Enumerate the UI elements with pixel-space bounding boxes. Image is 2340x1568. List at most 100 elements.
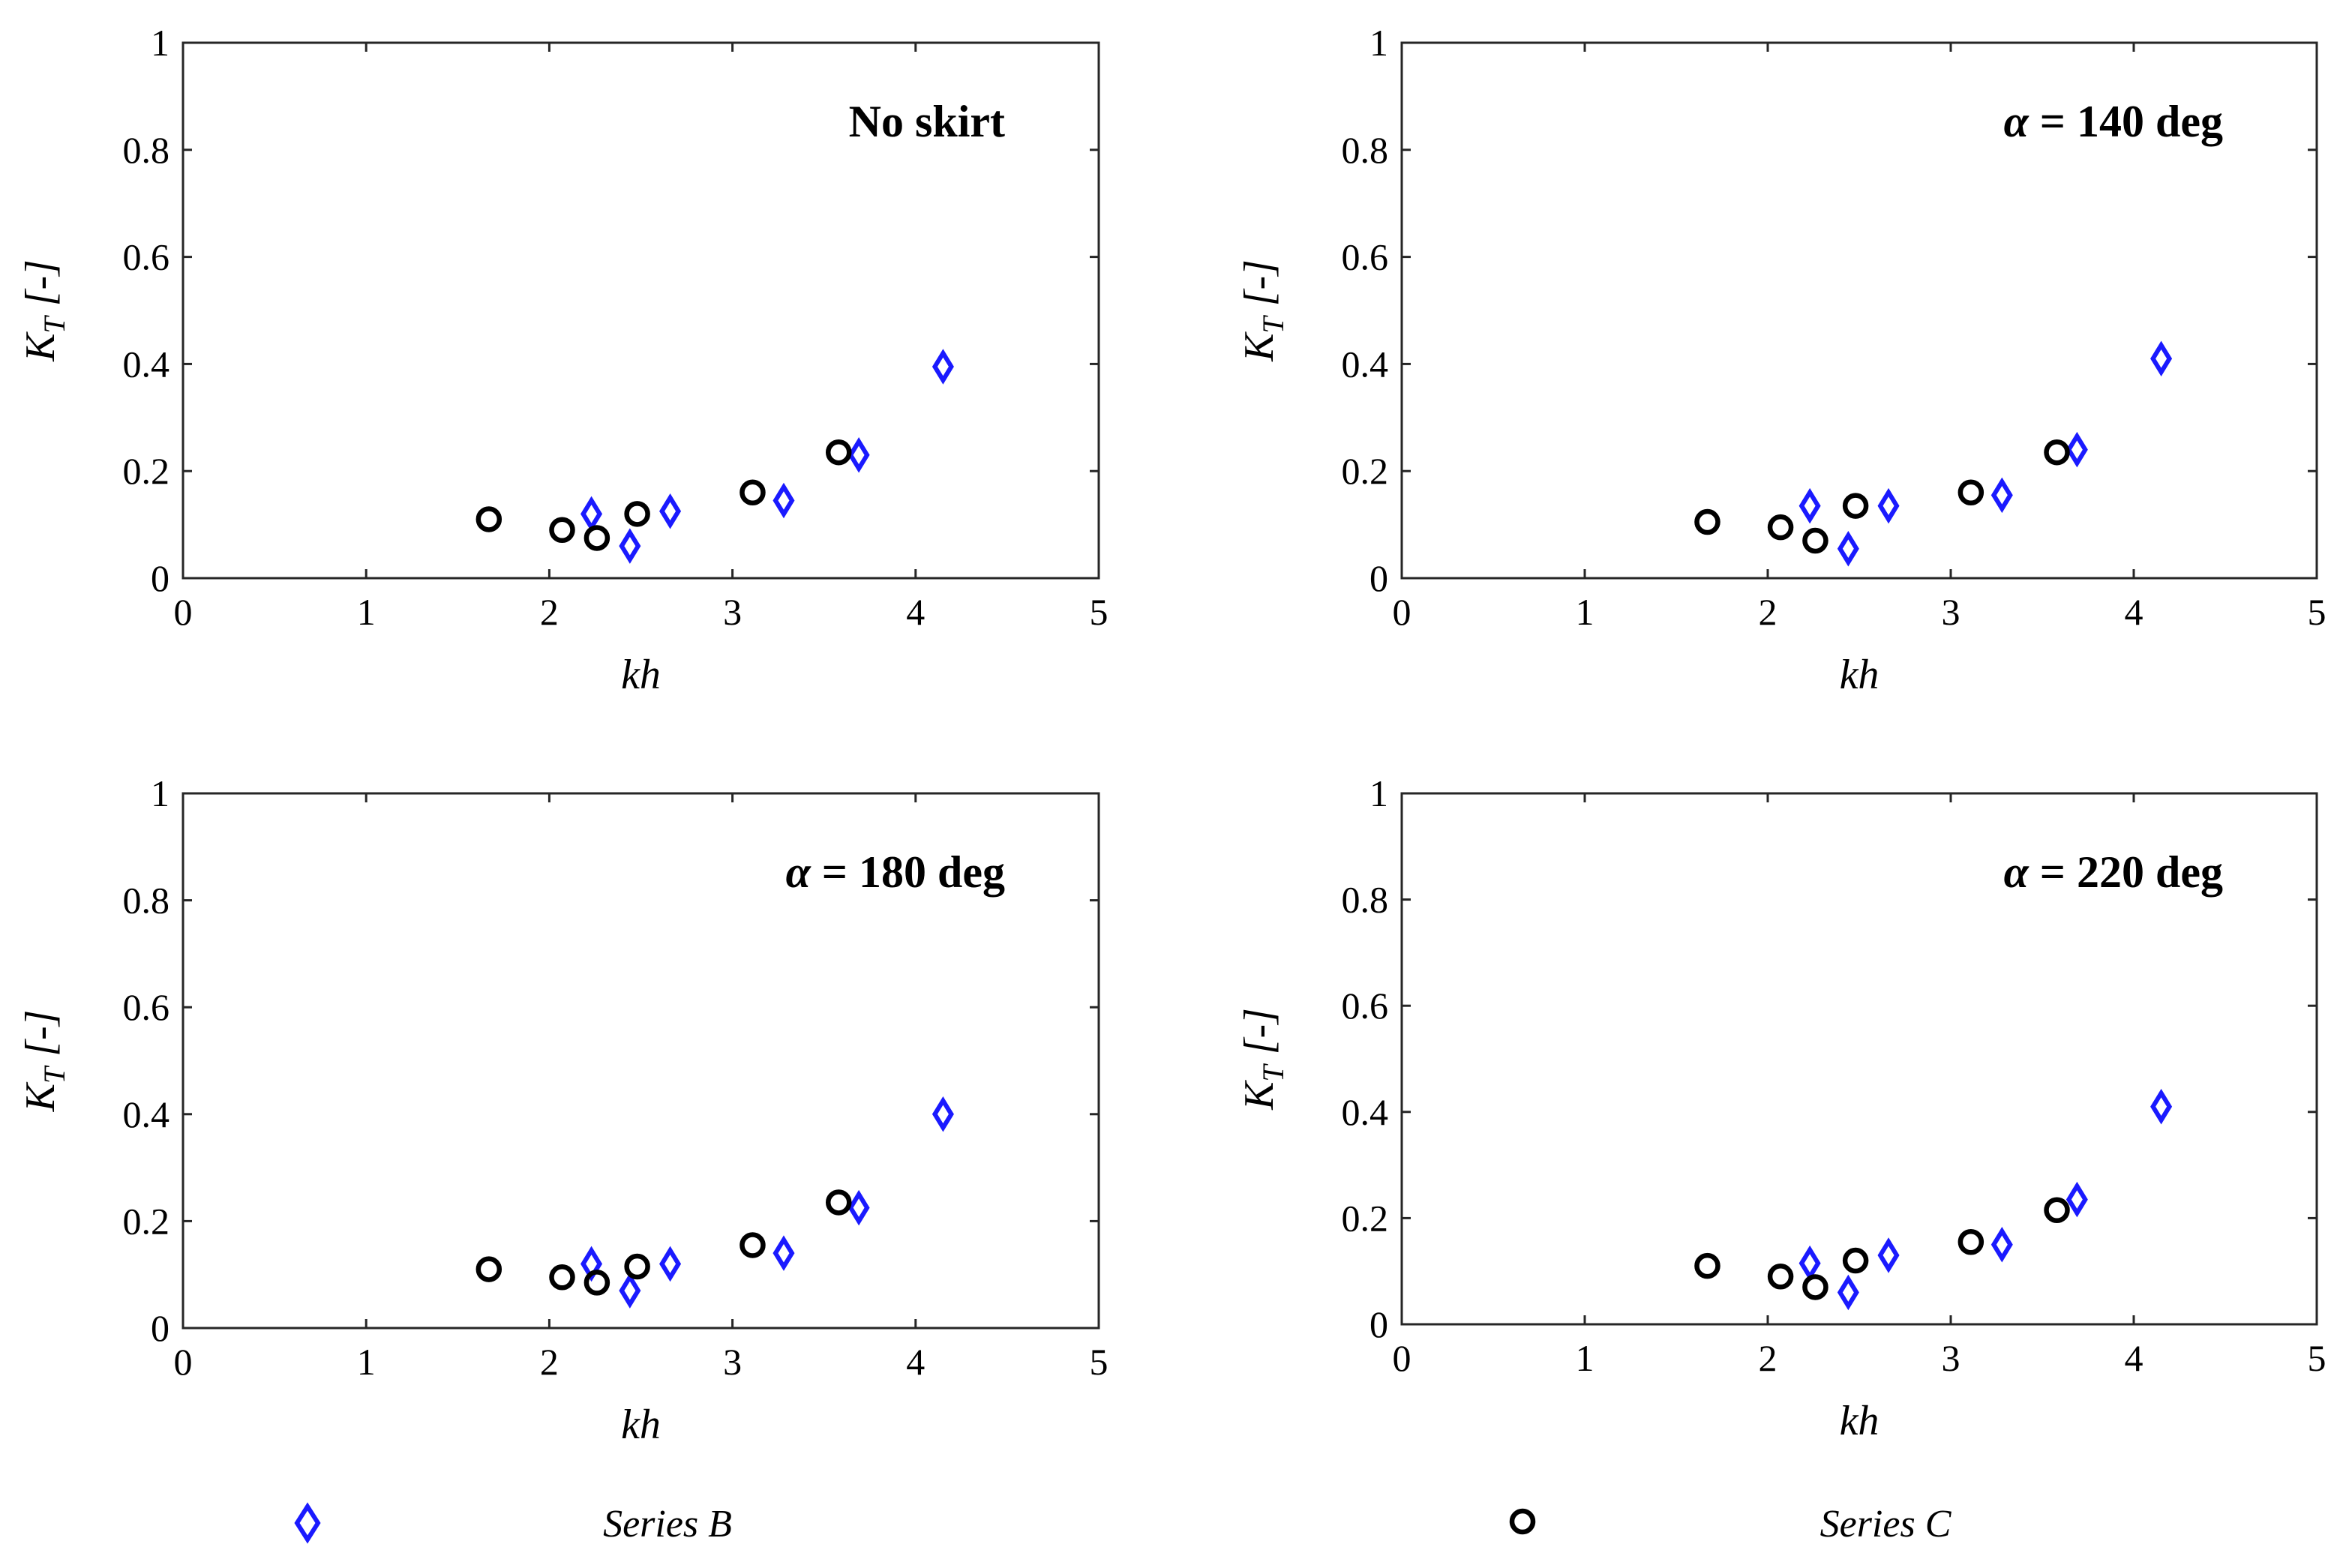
- y-tick-label: 1: [151, 772, 170, 814]
- series-c-point: [476, 506, 502, 532]
- y-tick-label: 0.6: [1342, 985, 1389, 1027]
- y-axis-label: KT [-]: [17, 1010, 71, 1113]
- x-tick-label: 0: [1393, 591, 1412, 633]
- series-c-point: [549, 1264, 575, 1291]
- x-tick-label: 4: [906, 591, 925, 633]
- x-tick-label: 0: [1393, 1337, 1412, 1379]
- y-tick-label: 1: [151, 22, 170, 64]
- plot-frame: [1400, 41, 2318, 580]
- x-tick-label: 5: [1090, 591, 1108, 633]
- y-tick-label: 0.4: [1342, 1091, 1389, 1133]
- y-tick-label: 0.2: [123, 450, 170, 492]
- panel-annotation: α = 140 deg: [2004, 97, 2223, 146]
- y-tick-label: 0.2: [1342, 1197, 1389, 1239]
- y-tick-label: 0.8: [123, 880, 170, 922]
- y-tick-label: 0.6: [1342, 236, 1389, 278]
- series-c-point: [740, 479, 766, 506]
- y-tick-label: 0.4: [123, 1093, 170, 1135]
- x-tick-label: 1: [1576, 591, 1594, 633]
- series-b-point: [932, 349, 954, 385]
- series-b-point: [848, 437, 870, 473]
- x-tick-label: 3: [1942, 1337, 1960, 1379]
- series-c-point: [2044, 439, 2070, 466]
- panel-2: 0 1 2 3 4 5 0 0.2 0.4 0.6 0.8 1 kh KT [-] α = 140 deg: [1236, 22, 2326, 698]
- series-b-point: [848, 1189, 870, 1226]
- x-tick-label: 3: [723, 1341, 742, 1383]
- series-b-point: [659, 493, 682, 529]
- panel-1: 0 1 2 3 4 5 0 0.2 0.4 0.6 0.8 1 kh KT [-] No skirt: [17, 22, 1108, 698]
- series-b-point: [1798, 1245, 1821, 1282]
- series-c-points: [476, 1189, 852, 1296]
- series-b-point: [2150, 1088, 2173, 1125]
- plot-frame: [182, 41, 1100, 580]
- series-c-point: [1767, 1264, 1794, 1290]
- x-tick-label: 4: [2125, 1337, 2144, 1379]
- series-c-points: [476, 439, 852, 551]
- y-axis-label: KT [-]: [1236, 259, 1290, 362]
- y-tick-label: 0.8: [1342, 129, 1389, 171]
- x-axis-label: kh: [621, 652, 661, 698]
- y-tick-label: 0.6: [123, 236, 170, 278]
- panels: 0 1 2 3 4 5 0 0.2 0.4 0.6 0.8 1 kh KT [-] No skirt 0 1 2 3…: [17, 22, 2326, 1448]
- series-b-points: [580, 349, 954, 564]
- x-tick-label: 1: [357, 591, 376, 633]
- y-axis-label: KT [-]: [1236, 1008, 1290, 1111]
- series-c-point: [1802, 1274, 1828, 1300]
- y-tick-label: 0.4: [1342, 343, 1389, 385]
- series-c-point: [740, 1232, 766, 1258]
- legend-label-series-c: Series C: [1820, 1503, 1952, 1546]
- series-b-point: [619, 1273, 641, 1309]
- x-tick-label: 3: [723, 591, 742, 633]
- legend-marker-series-b: [294, 1502, 321, 1544]
- x-tick-label: 1: [357, 1341, 376, 1383]
- series-b-point: [1837, 1274, 1859, 1311]
- y-tick-label: 0.2: [1342, 450, 1389, 492]
- legend-label-series-b: Series B: [603, 1503, 732, 1546]
- series-c-point: [624, 1253, 650, 1280]
- x-tick-label: 3: [1942, 591, 1960, 633]
- x-tick-label: 2: [1759, 591, 1778, 633]
- x-tick-label: 2: [540, 1341, 559, 1383]
- panel-4: 0 1 2 3 4 5 0 0.2 0.4 0.6 0.8 1 kh KT [-] α = 220 deg: [1236, 772, 2326, 1444]
- series-b-point: [1837, 530, 1859, 567]
- series-b-points: [1798, 340, 2173, 567]
- plot-frame: [182, 792, 1100, 1330]
- series-b-point: [772, 1235, 795, 1271]
- x-tick-label: 4: [906, 1341, 925, 1383]
- series-b-points: [1798, 1088, 2173, 1311]
- x-tick-label: 2: [540, 591, 559, 633]
- series-b-point: [619, 528, 641, 564]
- y-tick-label: 0.6: [123, 986, 170, 1028]
- series-b-point: [2066, 1181, 2088, 1218]
- panel-annotation: α = 180 deg: [786, 847, 1005, 897]
- x-tick-label: 5: [2308, 591, 2326, 633]
- series-c-points: [1694, 1197, 2070, 1300]
- series-b-point: [1877, 1237, 1900, 1273]
- y-tick-label: 0: [1370, 557, 1388, 599]
- series-c-point: [584, 1270, 610, 1296]
- series-c-point: [1958, 1229, 1984, 1255]
- series-b-point: [1798, 487, 1821, 524]
- x-tick-label: 2: [1759, 1337, 1778, 1379]
- y-tick-label: 0.8: [123, 129, 170, 171]
- x-tick-label: 0: [174, 591, 193, 633]
- series-b-point: [2066, 431, 2088, 468]
- x-tick-label: 4: [2125, 591, 2144, 633]
- series-b-points: [580, 1096, 954, 1309]
- x-tick-label: 1: [1576, 1337, 1594, 1379]
- y-tick-label: 0.4: [123, 343, 170, 385]
- series-c-point: [825, 439, 852, 466]
- y-tick-label: 0.2: [123, 1200, 170, 1242]
- series-c-point: [1842, 1247, 1869, 1274]
- series-b-point: [659, 1246, 682, 1282]
- y-tick-label: 0: [1370, 1303, 1388, 1345]
- series-c-point: [825, 1189, 852, 1216]
- series-c-point: [1842, 493, 1869, 519]
- legend-marker-series-c: [1509, 1508, 1536, 1535]
- y-axis-label: KT [-]: [17, 259, 71, 362]
- y-tick-label: 0: [151, 1307, 170, 1349]
- x-axis-label: kh: [621, 1402, 661, 1448]
- series-c-point: [1694, 508, 1720, 535]
- series-b-point: [580, 496, 603, 532]
- y-tick-label: 1: [1370, 22, 1388, 64]
